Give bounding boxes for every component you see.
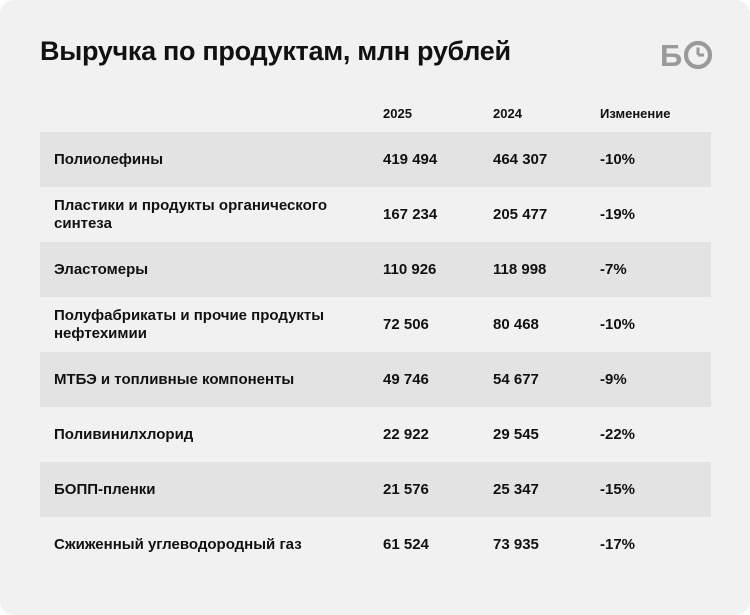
table-row: МТБЭ и топливные компоненты 49 746 54 677 -… [40, 352, 711, 407]
table-row: Полиолефины 419 494 464 307 -10% [40, 132, 711, 187]
change-cell: -10% [600, 316, 636, 333]
value-2024-cell: 464 307 [493, 151, 548, 168]
value-2024-cell: 54 677 [493, 371, 539, 388]
change-cell: -10% [600, 151, 636, 168]
revenue-table: 2025 2024 Изменение Полиолефины 419 494 46… [40, 96, 711, 572]
value-2025-cell: 49 746 [383, 371, 429, 388]
table-row: Поливинилхлорид 22 922 29 545 -22% [40, 407, 711, 462]
change-cell: -22% [600, 426, 636, 443]
product-name-cell: Поливинилхлорид [54, 425, 194, 443]
product-name-cell: Полуфабрикаты и прочие продукты нефтехим… [54, 306, 325, 342]
value-2025-cell: 419 494 [383, 151, 438, 168]
table-body: Полиолефины 419 494 464 307 -10% Пластики и … [40, 132, 711, 572]
value-2024-cell: 25 347 [493, 481, 539, 498]
product-name-cell: МТБЭ и топливные компоненты [54, 370, 295, 388]
value-2025-cell: 21 576 [383, 481, 429, 498]
table-row: Полуфабрикаты и прочие продукты нефтехим… [40, 297, 711, 352]
bo-logo: Б [660, 38, 713, 72]
value-2024-cell: 80 468 [493, 316, 539, 333]
value-2025-cell: 22 922 [383, 426, 429, 443]
change-cell: -17% [600, 536, 636, 553]
value-2025-cell: 167 234 [383, 206, 438, 223]
column-header-change: Изменение [600, 106, 671, 121]
change-cell: -19% [600, 206, 636, 223]
change-cell: -9% [600, 371, 627, 388]
value-2024-cell: 73 935 [493, 536, 539, 553]
product-name-cell: Эластомеры [54, 260, 149, 278]
value-2024-cell: 118 998 [493, 261, 547, 278]
change-cell: -7% [600, 261, 627, 278]
value-2025-cell: 110 926 [383, 261, 437, 278]
table-row: БОПП-пленки 21 576 25 347 -15% [40, 462, 711, 517]
value-2024-cell: 205 477 [493, 206, 548, 223]
clock-icon [683, 40, 713, 70]
product-name-cell: Сжиженный углеводородный газ [54, 535, 302, 553]
table-row: Пластики и продукты органического синтез… [40, 187, 711, 242]
value-2025-cell: 61 524 [383, 536, 429, 553]
product-name-cell: БОПП-пленки [54, 480, 156, 498]
table-header: 2025 2024 Изменение [40, 96, 711, 132]
change-cell: -15% [600, 481, 636, 498]
value-2025-cell: 72 506 [383, 316, 429, 333]
product-name-cell: Полиолефины [54, 150, 163, 168]
column-header-2025: 2025 [383, 106, 412, 121]
table-row: Сжиженный углеводородный газ 61 524 73 935… [40, 517, 711, 572]
column-header-2024: 2024 [493, 106, 522, 121]
logo-letter-b: Б [660, 38, 682, 72]
table-row: Эластомеры 110 926 118 998 -7% [40, 242, 711, 297]
value-2024-cell: 29 545 [493, 426, 539, 443]
product-name-cell: Пластики и продукты органического синтез… [54, 196, 327, 232]
chart-title: Выручка по продуктам, млн рублей [40, 36, 511, 66]
